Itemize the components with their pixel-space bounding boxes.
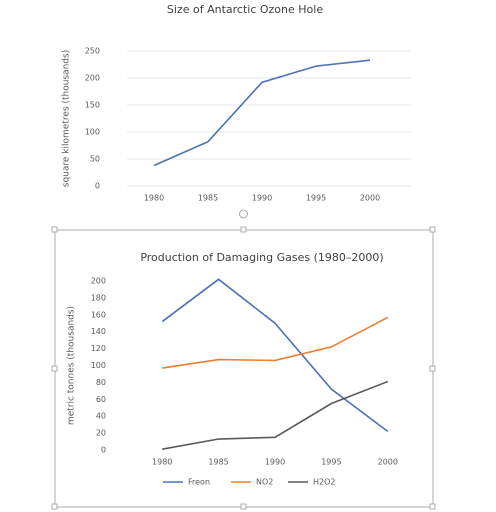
y-tick-label: 100 <box>85 128 100 137</box>
handle <box>429 365 436 372</box>
y-tick-label: 150 <box>85 101 100 110</box>
handle <box>51 226 58 233</box>
x-tick-label: 1995 <box>321 458 341 467</box>
y-tick-label: 40 <box>96 412 106 421</box>
handle <box>429 226 436 233</box>
rotate-handle <box>239 209 248 219</box>
handle <box>240 503 247 510</box>
x-tick-label: 1980 <box>152 458 172 467</box>
legend-label: H2O2 <box>313 478 336 487</box>
y-tick-label: 0 <box>95 182 100 191</box>
handle <box>429 503 436 510</box>
y-axis-label: metric tonnes (thousands) <box>67 306 77 425</box>
x-tick-label: 1990 <box>265 458 285 467</box>
y-tick-label: 100 <box>91 361 106 370</box>
y-tick-label: 140 <box>91 327 106 336</box>
selection-frame <box>51 209 436 510</box>
chart-title: Size of Antarctic Ozone Hole <box>167 3 323 16</box>
x-tick-label: 2000 <box>360 194 380 203</box>
handle <box>51 503 58 510</box>
y-tick-label: 20 <box>96 429 106 438</box>
y-tick-label: 250 <box>85 47 100 56</box>
y-tick-label: 0 <box>101 446 106 455</box>
chart-title: Production of Damaging Gases (1980–2000) <box>140 251 383 264</box>
y-tick-label: 180 <box>91 293 106 302</box>
x-tick-label: 1995 <box>306 194 326 203</box>
x-tick-label: 1990 <box>252 194 272 203</box>
legend-label: NO2 <box>256 478 273 487</box>
x-tick-label: 1980 <box>144 194 164 203</box>
handle <box>51 365 58 372</box>
y-tick-label: 80 <box>96 378 106 387</box>
y-axis-label: square kilometres (thousands) <box>62 50 72 187</box>
x-tick-label: 1985 <box>198 194 218 203</box>
y-tick-label: 50 <box>90 155 100 164</box>
y-tick-label: 160 <box>91 310 106 319</box>
legend-label: Freon <box>188 478 210 487</box>
data-line <box>162 316 389 369</box>
frame <box>54 229 434 508</box>
y-tick-label: 60 <box>96 395 106 404</box>
y-tick-label: 200 <box>85 74 100 83</box>
handle <box>240 226 247 233</box>
y-tick-label: 200 <box>91 277 106 286</box>
x-tick-label: 2000 <box>378 458 398 467</box>
data-line <box>153 59 371 167</box>
data-line <box>162 380 389 450</box>
x-tick-label: 1985 <box>208 458 228 467</box>
y-tick-label: 120 <box>91 344 106 353</box>
data-line <box>161 278 389 433</box>
